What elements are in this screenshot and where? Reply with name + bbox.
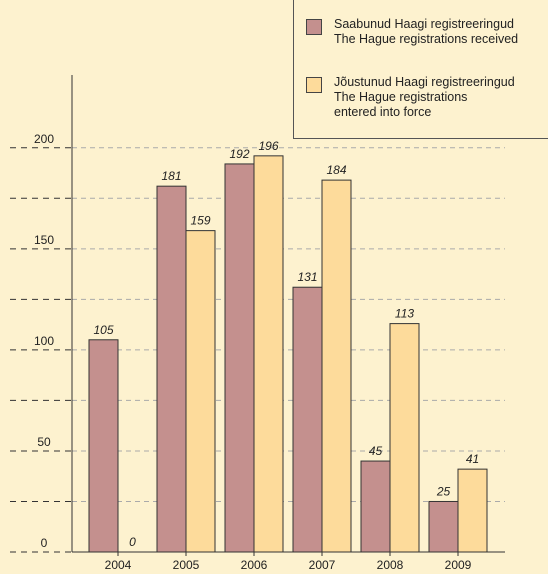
value-label: 184 (326, 163, 346, 177)
y-tick-label: 200 (34, 132, 54, 146)
bar (253, 155, 284, 553)
y-tick-label: 150 (34, 233, 54, 247)
x-tick-label: 2005 (173, 558, 200, 572)
x-tick-label: 2007 (309, 558, 336, 572)
value-label: 0 (129, 535, 136, 549)
value-label: 196 (258, 139, 278, 153)
value-label: 25 (436, 484, 451, 498)
bar (457, 468, 488, 553)
value-label: 105 (93, 323, 113, 337)
y-tick-label: 0 (41, 536, 48, 550)
y-tick-label: 50 (37, 435, 51, 449)
value-label: 131 (297, 270, 317, 284)
bar (88, 339, 119, 553)
value-label: 192 (229, 147, 249, 161)
x-tick-label: 2008 (377, 558, 404, 572)
bar (292, 286, 323, 553)
bar (185, 230, 216, 553)
x-tick-label: 2009 (445, 558, 472, 572)
legend-swatch (306, 77, 322, 93)
value-label: 45 (369, 444, 383, 458)
value-label: 41 (466, 452, 479, 466)
legend-label: Jõustunud Haagi registreeringud The Hagu… (334, 75, 515, 119)
bar (156, 185, 187, 553)
legend-label: Saabunud Haagi registreeringud The Hague… (334, 17, 519, 46)
x-tick-label: 2006 (241, 558, 268, 572)
bar (321, 179, 352, 553)
y-tick-label: 100 (34, 334, 54, 348)
value-label: 113 (395, 307, 414, 321)
legend-swatch (306, 19, 322, 35)
bar (389, 323, 420, 553)
bar (360, 460, 391, 553)
value-label: 159 (190, 214, 210, 228)
legend: Saabunud Haagi registreeringud The Hague… (293, 0, 548, 139)
bar (428, 500, 459, 553)
x-tick-label: 2004 (105, 558, 132, 572)
bar (224, 163, 255, 553)
value-label: 181 (161, 169, 181, 183)
